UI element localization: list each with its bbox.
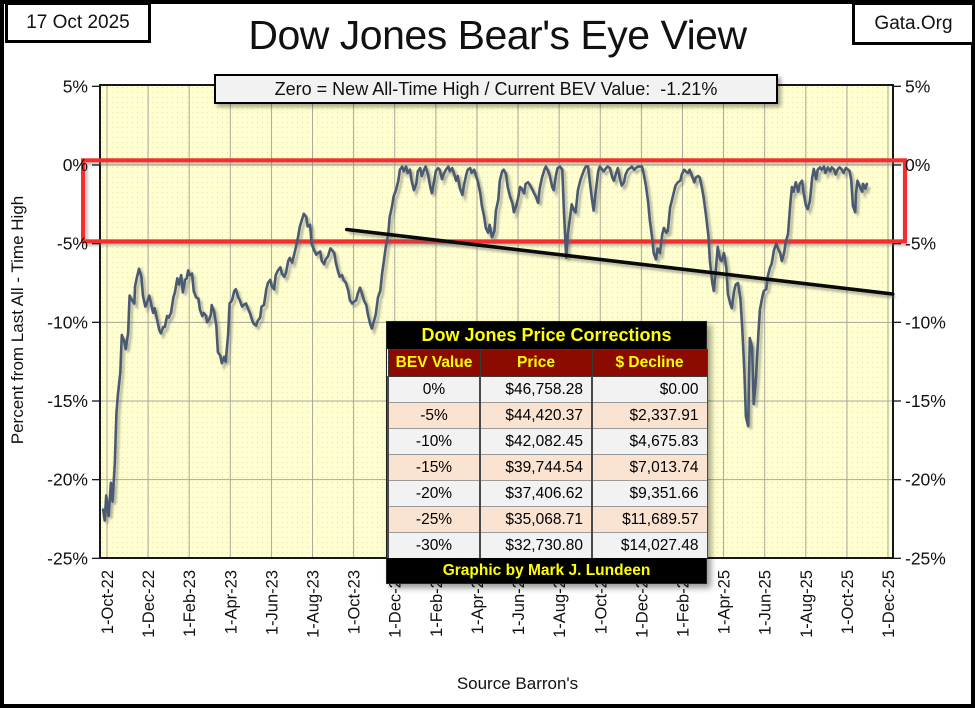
price-cell: $46,758.28 [479,376,593,403]
x-tick-label: 1-Oct-24 [592,570,610,634]
table-row: -10% $42,082.45 $4,675.83 [387,428,708,455]
price-cell: $37,406.62 [479,480,593,507]
decline-cell: $0.00 [591,376,708,403]
decline-cell: $7,013.74 [591,454,708,481]
price-cell: $39,744.54 [479,454,593,481]
table-header-row: BEV Value Price $ Decline [387,349,708,377]
price-cell: $35,068.71 [479,506,593,533]
column-header-0: BEV Value [387,349,481,377]
y-tick-label-left: 0% [63,155,88,175]
y-tick-label-right: -15% [905,391,946,411]
x-tick-label: 1-Apr-25 [716,570,734,634]
bev-line [101,165,869,522]
price-cell: $44,420.37 [479,402,593,429]
table-row: -15% $39,744.54 $7,013.74 [387,454,708,481]
corrections-table-grid: BEV Value Price $ Decline 0% $46,758.28 $0.0… [387,349,708,558]
x-tick-label: 1-Jun-25 [757,570,775,635]
x-tick-label: 1-Dec-24 [633,570,651,638]
y-tick-label-right: -5% [905,234,936,254]
x-axis-labels: 1-Oct-22 1-Dec-22 1-Feb-23 1-Apr-23 1-Jun-23… [99,570,898,638]
x-tick-label: 1-Dec-23 [387,570,405,638]
brand-box: Gata.Org [852,2,975,45]
y-axis-title: Percent from Last All - Time High [8,195,27,445]
x-tick-label: 1-Oct-25 [839,570,857,634]
x-tick-label: 1-Feb-23 [181,570,199,637]
x-tick-label: 1-Feb-25 [674,570,692,637]
bev-cell: -25% [387,506,481,533]
x-tick-label: 1-Feb-24 [428,570,446,637]
y-tick-label-left: 5% [63,76,88,96]
source-label: Source Barron's [456,674,579,693]
decline-cell: $14,027.48 [591,532,708,558]
x-tick-label: 1-Dec-22 [140,570,158,638]
x-tick-label: 1-Apr-24 [469,570,487,634]
x-tick-label: 1-Oct-22 [99,570,117,634]
column-header-1: Price [479,349,593,377]
y-tick-label-left: -5% [57,234,88,254]
trendline [344,227,895,296]
corrections-table-title: Dow Jones Price Corrections [387,322,706,349]
x-tick-label: 1-Oct-23 [346,570,364,634]
subtitle-box: Zero = New All-Time High / Current BEV V… [214,74,778,104]
price-cell: $42,082.45 [479,428,593,455]
page-title: Dow Jones Bear's Eye View [248,12,747,58]
subtitle-label: Zero = New All-Time High / Current BEV V… [274,78,718,99]
bev-cell: -20% [387,480,481,507]
x-tick-label: 1-Apr-23 [222,570,240,634]
corrections-table-footer: Graphic by Mark J. Lundeen [387,558,706,583]
decline-cell: $2,337.91 [591,402,708,429]
x-tick-label: 1-Aug-24 [551,570,569,638]
decline-cell: $11,689.57 [591,506,708,533]
y-tick-label-left: -15% [47,391,88,411]
bev-cell: -5% [387,402,481,429]
x-tick-label: 1-Dec-25 [880,570,898,638]
brand-label: Gata.Org [874,12,953,34]
y-tick-label-right: -10% [905,312,946,332]
bev-cell: -30% [387,532,481,558]
y-tick-label-right: 5% [905,76,930,96]
table-row: -25% $35,068.71 $11,689.57 [387,506,708,533]
x-tick-label: 1-Aug-23 [305,570,323,638]
x-tick-label: 1-Jun-24 [510,570,528,635]
corrections-table: Dow Jones Price Corrections BEV Value Pri… [386,321,708,584]
table-row: -30% $32,730.80 $14,027.48 [387,532,708,558]
y-tick-label-right: -20% [905,470,946,490]
table-row: -20% $37,406.62 $9,351.66 [387,480,708,507]
date-box: 17 Oct 2025 [5,2,151,43]
price-cell: $32,730.80 [479,532,593,558]
column-header-2: $ Decline [591,349,708,377]
decline-cell: $4,675.83 [591,428,708,455]
table-row: 0% $46,758.28 $0.00 [387,376,708,403]
x-tick-label: 1-Aug-25 [798,570,816,638]
table-row: -5% $44,420.37 $2,337.91 [387,402,708,429]
y-tick-label-left: -10% [47,312,88,332]
bev-line-shadow [104,165,871,524]
bev-cell: -10% [387,428,481,455]
bev-cell: 0% [387,376,481,403]
x-tick-label: 1-Jun-23 [263,570,281,635]
y-tick-label-right: 0% [905,155,930,175]
trendline-shadow [349,230,896,299]
y-tick-label-left: -20% [47,470,88,490]
decline-cell: $9,351.66 [591,480,708,507]
bev-cell: -15% [387,454,481,481]
date-label: 17 Oct 2025 [26,11,130,33]
y-axis-ticks: 5% 5%0% 0%-5% -5%-10% -10%-15% -15%-20% -20%-2… [47,76,946,568]
y-tick-label-right: -25% [905,548,946,568]
y-tick-label-left: -25% [47,548,88,568]
